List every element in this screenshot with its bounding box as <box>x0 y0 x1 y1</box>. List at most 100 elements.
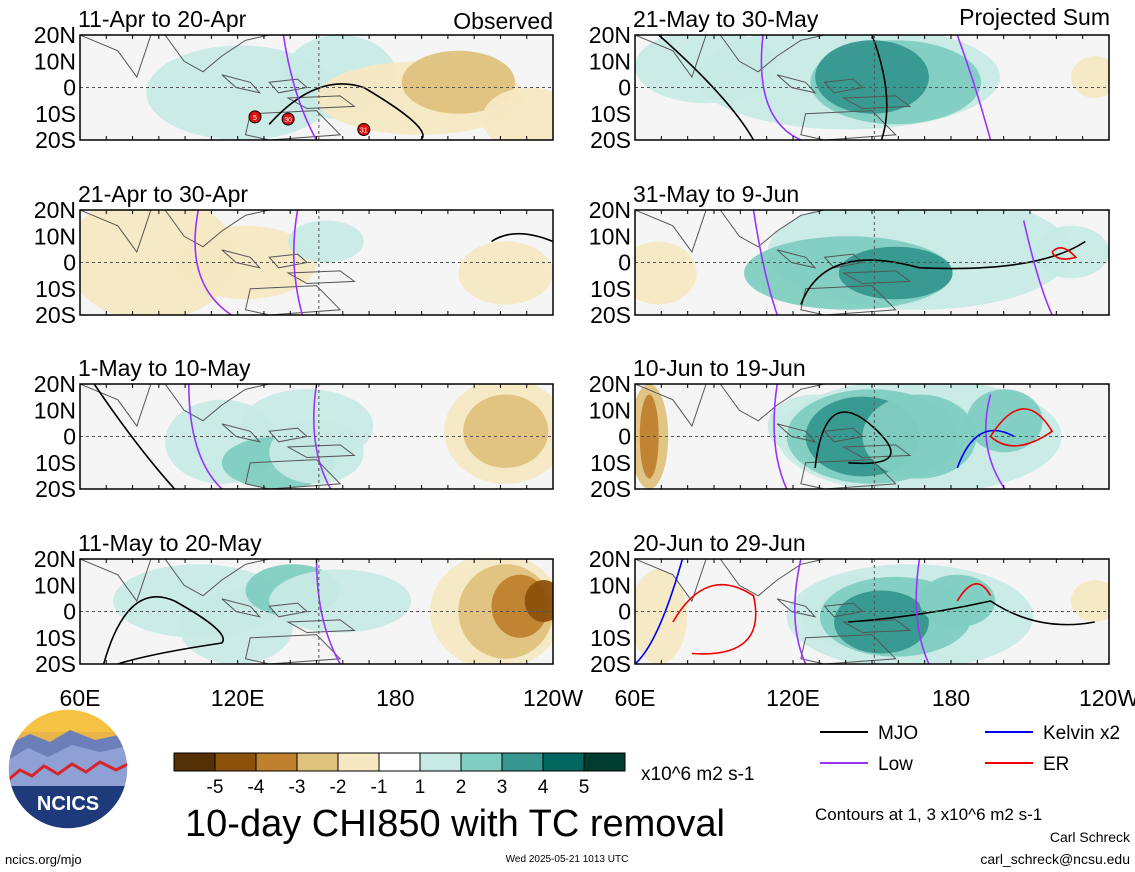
contour-line <box>985 394 1006 489</box>
contour-line <box>760 35 802 140</box>
coastline <box>635 559 707 603</box>
coastline <box>164 384 270 422</box>
coastline <box>823 427 864 443</box>
panel-field <box>80 384 553 489</box>
panel-period-label: 11-Apr to 20-Apr <box>78 6 247 32</box>
ncics-logo: NCICS <box>7 708 129 830</box>
coastline <box>244 285 342 315</box>
lat-tick-label: 10N <box>34 397 76 423</box>
lat-tick-label: 20N <box>34 22 76 48</box>
lat-tick-label: 10S <box>35 101 76 127</box>
lat-tick-label: 20N <box>34 546 76 572</box>
anomaly-region <box>635 569 688 664</box>
lon-tick-label: 120E <box>211 685 265 711</box>
coastline <box>635 210 707 254</box>
lon-tick-label: 120E <box>766 685 820 711</box>
lon-tick-label: 120W <box>1079 685 1135 711</box>
contour-line <box>672 583 757 655</box>
contour-line <box>871 35 888 140</box>
lat-tick-label: 0 <box>63 424 76 450</box>
coastline <box>823 602 864 618</box>
legend-label: MJO <box>878 723 918 744</box>
figure-title: 10-day CHI850 with TC removal <box>185 803 725 845</box>
coastline <box>80 559 152 603</box>
coastline <box>776 598 817 618</box>
colorbar-swatch <box>542 752 585 772</box>
coastline <box>221 423 262 443</box>
colorbar-swatch <box>296 752 339 772</box>
lat-tick-label: 0 <box>618 250 631 276</box>
panel-period-label: 21-May to 30-May <box>633 6 819 32</box>
coastline <box>268 602 309 618</box>
coastline <box>286 270 356 285</box>
coastline <box>268 78 309 94</box>
anomaly-region <box>834 590 929 654</box>
tc-marker-label: 31 <box>360 128 368 135</box>
coastline <box>800 110 897 140</box>
lat-tick-label: 10N <box>34 572 76 598</box>
lat-tick-label: 10S <box>590 625 631 651</box>
coastline <box>244 110 342 140</box>
coastline <box>776 74 817 94</box>
panel-period-label: 21-Apr to 30-Apr <box>78 181 248 207</box>
contour-legend: MJO Kelvin x2 Low ER <box>820 723 1120 775</box>
coastline <box>80 384 152 428</box>
panel-period-label: 31-May to 9-Jun <box>633 181 799 207</box>
coastline <box>268 427 309 443</box>
colorbar-label: 5 <box>579 777 590 798</box>
lat-tick-label: 20S <box>590 476 631 502</box>
anomaly-region <box>458 241 553 305</box>
anomaly-region <box>635 241 697 305</box>
lat-tick-label: 10S <box>590 276 631 302</box>
anomaly-region <box>482 87 553 140</box>
author-email: carl_schreck@ncsu.edu <box>980 851 1130 867</box>
source-url: ncics.org/mjo <box>5 852 82 867</box>
coastline <box>719 384 825 422</box>
coastline <box>286 444 356 459</box>
contour-line <box>312 384 332 489</box>
coastline <box>80 35 152 79</box>
coastline <box>221 598 262 618</box>
coastline <box>841 619 912 634</box>
panel-period-label: 1-May to 10-May <box>78 355 251 381</box>
lat-tick-label: 10N <box>34 223 76 249</box>
anomaly-region <box>401 50 516 114</box>
lat-tick-label: 0 <box>618 599 631 625</box>
contour-line <box>282 35 318 140</box>
panel-field <box>635 35 1109 140</box>
panel-period-label: 11-May to 20-May <box>78 530 262 556</box>
contour-line <box>188 384 223 489</box>
anomaly-region <box>1071 56 1109 98</box>
lat-tick-label: 20S <box>590 302 631 328</box>
coastline <box>221 74 262 94</box>
colorbar-swatch <box>173 752 216 772</box>
colorbar-label: -2 <box>330 777 347 798</box>
contour-note: Contours at 1, 3 x10^6 m2 s-1 <box>815 805 1042 824</box>
panel-field <box>635 384 1062 489</box>
colorbar-label: -3 <box>289 777 306 798</box>
lat-tick-label: 10N <box>589 48 631 74</box>
generation-timestamp: Wed 2025-05-21 1013 UTC <box>506 854 629 865</box>
lat-tick-label: 10S <box>35 625 76 651</box>
panel-field <box>635 559 1109 664</box>
coastline <box>164 35 270 73</box>
contour-line <box>989 408 1054 447</box>
lat-tick-label: 20N <box>589 22 631 48</box>
panel-period-label: 20-Jun to 29-Jun <box>633 530 806 556</box>
colorbar-swatch <box>255 752 298 772</box>
lat-tick-label: 10S <box>590 450 631 476</box>
lat-tick-label: 20N <box>589 546 631 572</box>
tc-marker: 5 <box>248 110 262 124</box>
coastline <box>800 285 897 315</box>
lat-tick-label: 20S <box>590 127 631 153</box>
contour-line <box>848 600 1095 626</box>
anomaly-region <box>1071 580 1109 622</box>
contour-line <box>658 35 755 140</box>
